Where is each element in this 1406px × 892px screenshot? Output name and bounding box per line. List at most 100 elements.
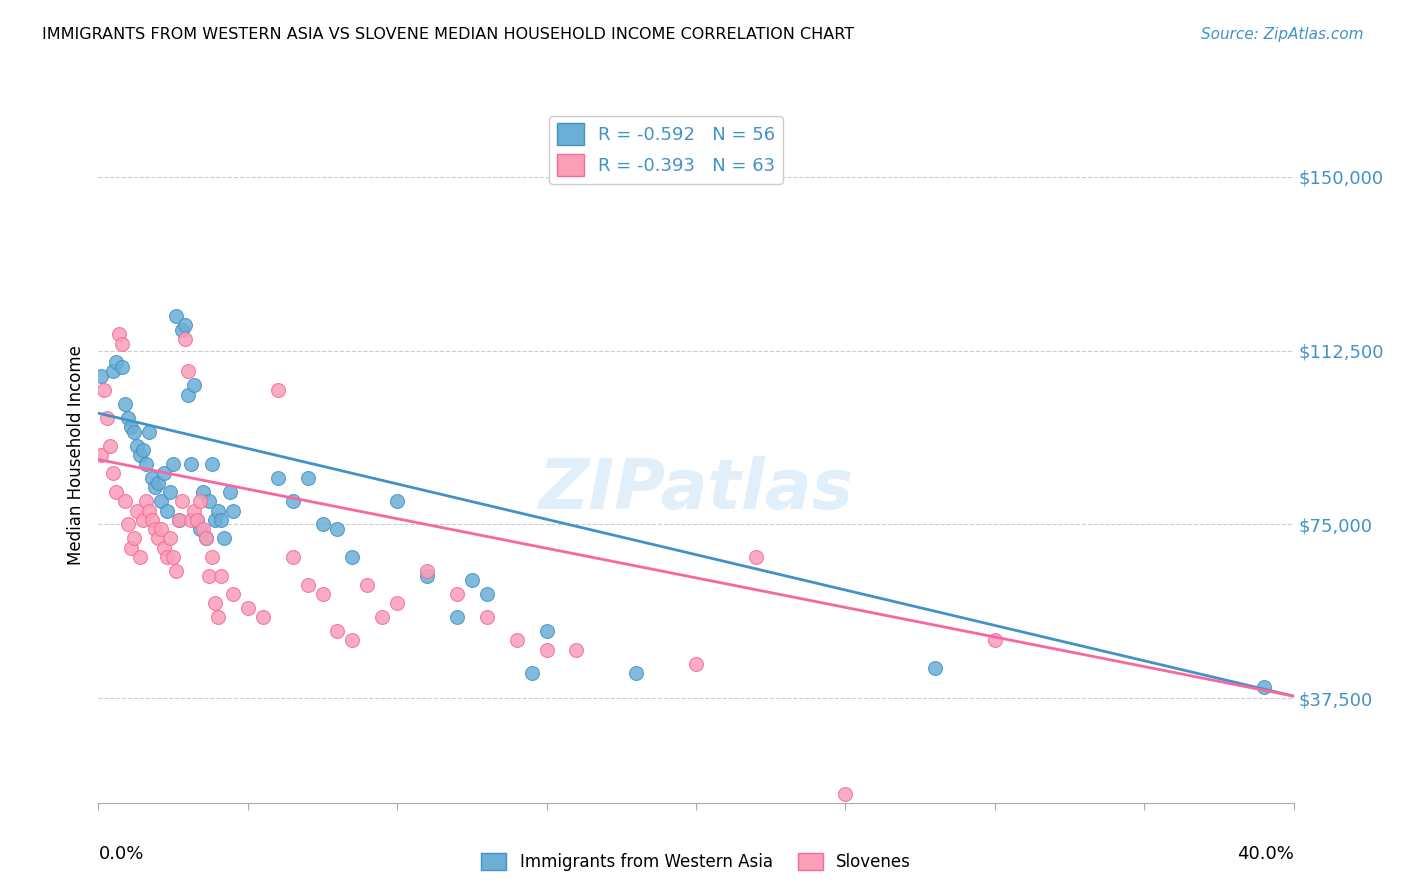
Point <box>183 503 205 517</box>
Point <box>156 503 179 517</box>
Point <box>96 410 118 425</box>
Point <box>207 503 229 517</box>
Point <box>188 494 211 508</box>
Point <box>209 513 232 527</box>
Point <box>183 378 205 392</box>
Point <box>150 522 173 536</box>
Point <box>624 665 647 680</box>
Point <box>475 587 498 601</box>
Point <box>201 549 224 564</box>
Point <box>98 439 122 453</box>
Point <box>167 513 190 527</box>
Point <box>148 532 170 546</box>
Point <box>90 448 112 462</box>
Point <box>385 494 409 508</box>
Point <box>219 485 242 500</box>
Point <box>297 471 319 485</box>
Point <box>536 624 558 639</box>
Point <box>143 522 166 536</box>
Text: 0.0%: 0.0% <box>98 845 143 863</box>
Y-axis label: Median Household Income: Median Household Income <box>66 345 84 565</box>
Point <box>236 601 259 615</box>
Point <box>475 610 498 624</box>
Point <box>127 503 149 517</box>
Point <box>105 485 128 500</box>
Point <box>159 485 181 500</box>
Point <box>371 610 394 624</box>
Point <box>267 471 290 485</box>
Point <box>186 513 208 527</box>
Point <box>132 443 155 458</box>
Point <box>103 467 125 481</box>
Text: Source: ZipAtlas.com: Source: ZipAtlas.com <box>1201 27 1364 42</box>
Point <box>446 587 468 601</box>
Point <box>114 494 136 508</box>
Point <box>165 564 187 578</box>
Point <box>120 420 142 434</box>
Point <box>385 596 409 610</box>
Point <box>172 323 194 337</box>
Point <box>120 541 142 555</box>
Point <box>143 480 166 494</box>
Point <box>267 383 290 397</box>
Point <box>162 549 184 564</box>
Point <box>207 610 229 624</box>
Point <box>186 513 208 527</box>
Point <box>138 503 160 517</box>
Point <box>834 787 856 801</box>
Point <box>198 568 221 582</box>
Point <box>326 624 349 639</box>
Point <box>222 503 245 517</box>
Point <box>191 522 214 536</box>
Point <box>132 513 155 527</box>
Point <box>685 657 707 671</box>
Point <box>165 309 187 323</box>
Point <box>536 642 558 657</box>
Point <box>117 410 139 425</box>
Point <box>281 549 304 564</box>
Point <box>506 633 529 648</box>
Point <box>129 549 152 564</box>
Point <box>204 513 226 527</box>
Point <box>138 425 160 439</box>
Point <box>156 549 179 564</box>
Point <box>162 457 184 471</box>
Point <box>105 355 128 369</box>
Point <box>103 364 125 378</box>
Text: 40.0%: 40.0% <box>1237 845 1294 863</box>
Point <box>212 532 235 546</box>
Point <box>1253 680 1275 694</box>
Point <box>114 397 136 411</box>
Point <box>222 587 245 601</box>
Point <box>565 642 588 657</box>
Point <box>281 494 304 508</box>
Point <box>172 494 194 508</box>
Point <box>174 332 197 346</box>
Point <box>461 573 484 587</box>
Point <box>191 485 214 500</box>
Point <box>297 578 319 592</box>
Point <box>135 457 157 471</box>
Point <box>174 318 197 332</box>
Point <box>180 457 202 471</box>
Point <box>153 541 176 555</box>
Point <box>311 517 333 532</box>
Point <box>342 549 364 564</box>
Point <box>194 532 218 546</box>
Point <box>148 475 170 490</box>
Point <box>416 564 439 578</box>
Text: IMMIGRANTS FROM WESTERN ASIA VS SLOVENE MEDIAN HOUSEHOLD INCOME CORRELATION CHAR: IMMIGRANTS FROM WESTERN ASIA VS SLOVENE … <box>42 27 855 42</box>
Point <box>177 387 200 401</box>
Point <box>416 568 439 582</box>
Point <box>311 587 333 601</box>
Point <box>93 383 115 397</box>
Point <box>117 517 139 532</box>
Point <box>124 532 146 546</box>
Point <box>204 596 226 610</box>
Point <box>153 467 176 481</box>
Point <box>129 448 152 462</box>
Point <box>167 513 190 527</box>
Point <box>150 494 173 508</box>
Point <box>90 369 112 384</box>
Point <box>159 532 181 546</box>
